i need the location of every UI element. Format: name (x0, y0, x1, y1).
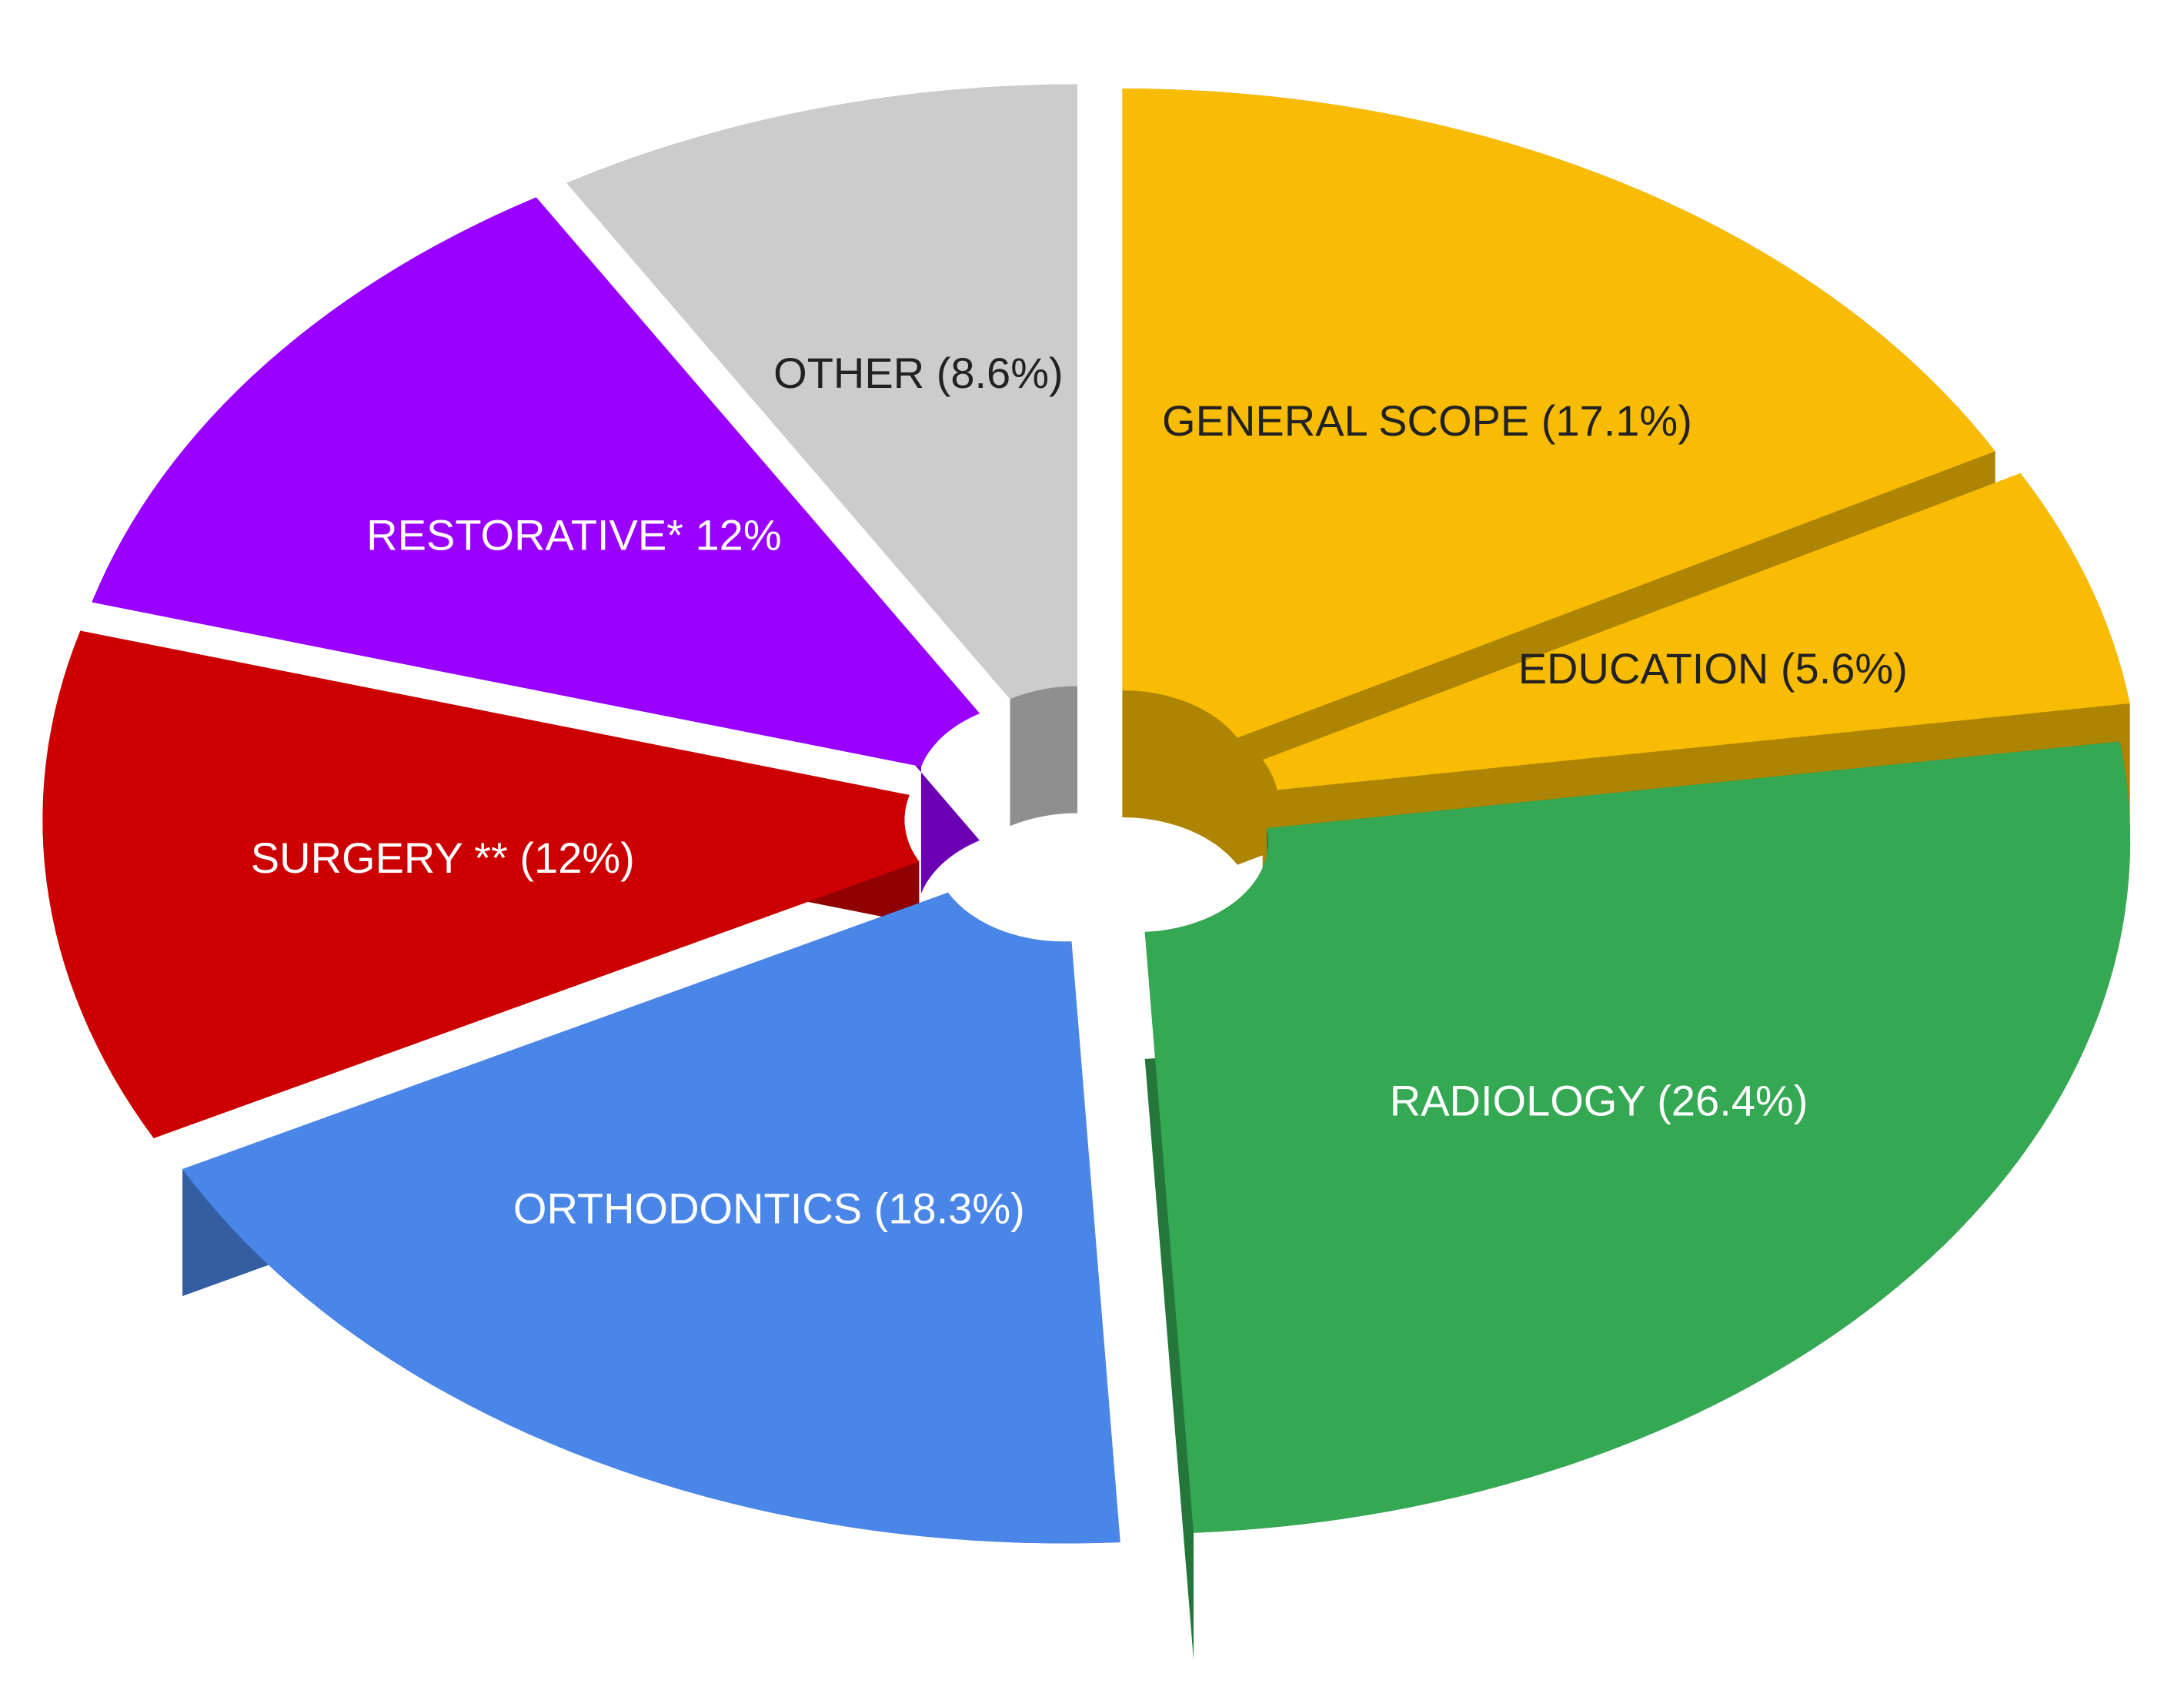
slice (1144, 741, 2131, 1533)
slice-label: RESTORATIVE* 12% (366, 511, 781, 560)
slice-label: RADIOLOGY (26.4%) (1390, 1076, 1808, 1124)
slice-label: EDUCATION (5.6%) (1518, 644, 1908, 693)
slice (42, 630, 920, 1138)
slice-label: OTHER (8.6%) (773, 349, 1064, 397)
slice-label: SURGERY ** (12%) (251, 833, 635, 882)
slice (182, 892, 1120, 1544)
slice (566, 84, 1077, 700)
slice (92, 197, 980, 767)
slice-label: ORTHODONTICS (18.3%) (513, 1184, 1025, 1232)
slice (1262, 473, 2130, 790)
slice-label: GENERAL SCOPE (17.1%) (1162, 396, 1692, 445)
slice (1122, 89, 1995, 738)
